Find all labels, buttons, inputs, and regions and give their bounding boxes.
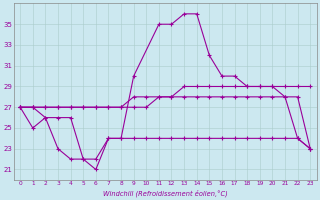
X-axis label: Windchill (Refroidissement éolien,°C): Windchill (Refroidissement éolien,°C) bbox=[103, 189, 228, 197]
